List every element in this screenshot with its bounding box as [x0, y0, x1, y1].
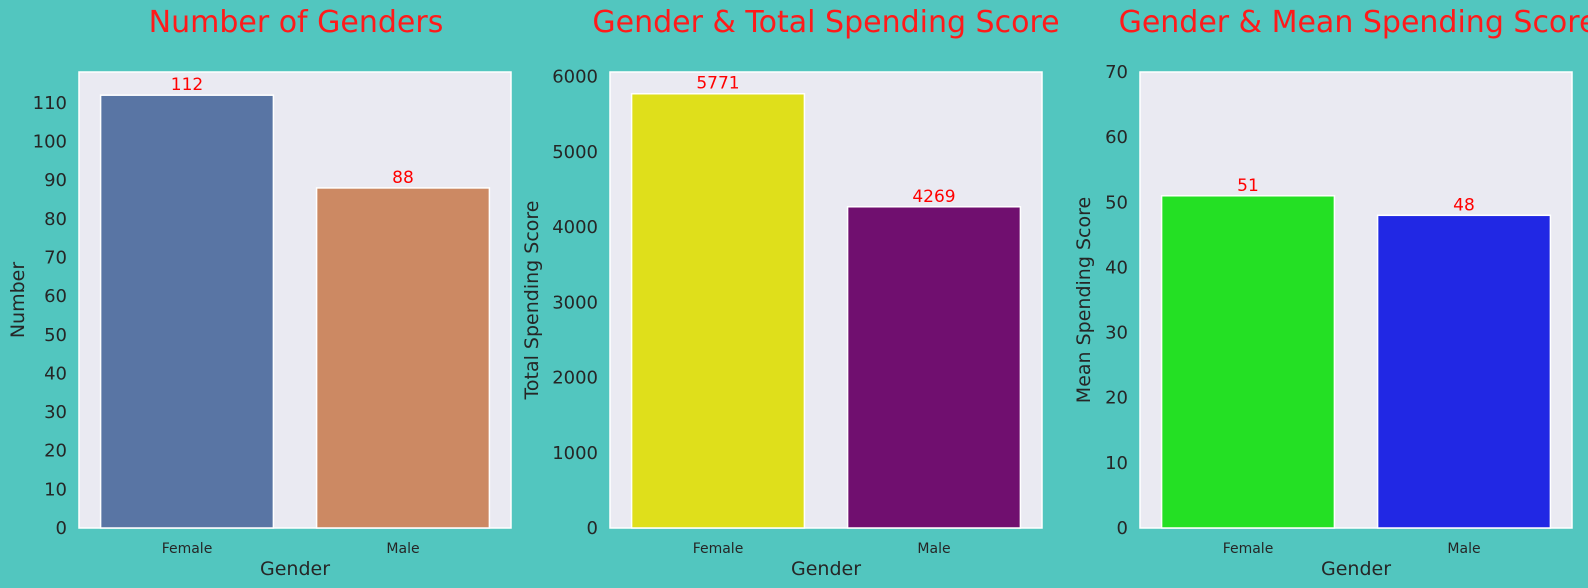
y-tick-label: 20 — [1105, 388, 1128, 409]
bar-female — [630, 92, 806, 529]
y-tick-label: 2000 — [552, 368, 598, 389]
y-tick-label: 0 — [587, 518, 598, 539]
y-tick-label: 110 — [33, 93, 67, 114]
y-tick-label: 3000 — [552, 292, 598, 313]
x-tick-label: Female — [693, 541, 744, 557]
data-label: 112 — [171, 75, 203, 95]
x-axis-label: Gender — [260, 558, 330, 580]
y-tick-label: 60 — [44, 286, 67, 307]
x-axis-label: Gender — [791, 558, 861, 580]
y-tick-label: 10 — [44, 479, 67, 500]
y-tick-label: 30 — [44, 402, 67, 423]
x-tick-label: Male — [917, 541, 950, 557]
chart-title: Gender & Mean Spending Score — [1119, 5, 1588, 40]
data-label: 51 — [1237, 176, 1259, 196]
y-tick-label: 20 — [44, 441, 67, 462]
x-tick-label: Female — [1223, 541, 1274, 557]
y-tick-label: 40 — [44, 363, 67, 384]
bar-male — [315, 187, 491, 529]
bar-male — [1376, 214, 1552, 529]
chart-panel-1: Number of Genders 0 10 20 30 40 50 60 70 80 90 100 1… — [7, 5, 512, 580]
y-tick-label: 40 — [1105, 257, 1128, 278]
y-tick-label: 5000 — [552, 142, 598, 163]
chart-title: Number of Genders — [149, 5, 444, 40]
y-tick-label: 100 — [33, 132, 67, 153]
y-tick-label: 0 — [56, 518, 67, 539]
y-axis-label: Total Spending Score — [521, 201, 543, 401]
data-label: 48 — [1453, 195, 1475, 215]
y-tick-label: 70 — [1105, 62, 1128, 83]
data-label: 5771 — [696, 74, 739, 94]
y-tick-label: 90 — [44, 170, 67, 191]
x-tick-label: Male — [1447, 541, 1480, 557]
y-tick-label: 30 — [1105, 323, 1128, 344]
data-label: 88 — [392, 168, 414, 188]
y-tick-label: 70 — [44, 247, 67, 268]
x-tick-label: Female — [162, 541, 213, 557]
chart-panel-2: Gender & Total Spending Score 0 1000 2000 30… — [521, 5, 1060, 580]
y-tick-label: 50 — [1105, 192, 1128, 213]
y-axis-label: Number — [7, 262, 29, 339]
bar-male — [846, 206, 1022, 529]
chart-title: Gender & Total Spending Score — [592, 5, 1059, 40]
y-tick-label: 4000 — [552, 217, 598, 238]
y-tick-label: 1000 — [552, 443, 598, 464]
bar-female — [99, 94, 275, 529]
y-tick-label: 6000 — [552, 67, 598, 88]
y-axis-label: Mean Spending Score — [1073, 197, 1095, 403]
x-tick-label: Male — [386, 541, 419, 557]
y-tick-label: 80 — [44, 209, 67, 230]
chart-panel-3: Gender & Mean Spending Score 0 10 20 30 40 50 6… — [1073, 5, 1588, 580]
data-label: 4269 — [912, 187, 955, 207]
bar-female — [1160, 195, 1336, 529]
y-tick-label: 10 — [1105, 453, 1128, 474]
x-axis-label: Gender — [1321, 558, 1391, 580]
y-tick-label: 0 — [1117, 518, 1128, 539]
y-tick-label: 60 — [1105, 127, 1128, 148]
y-tick-label: 50 — [44, 325, 67, 346]
